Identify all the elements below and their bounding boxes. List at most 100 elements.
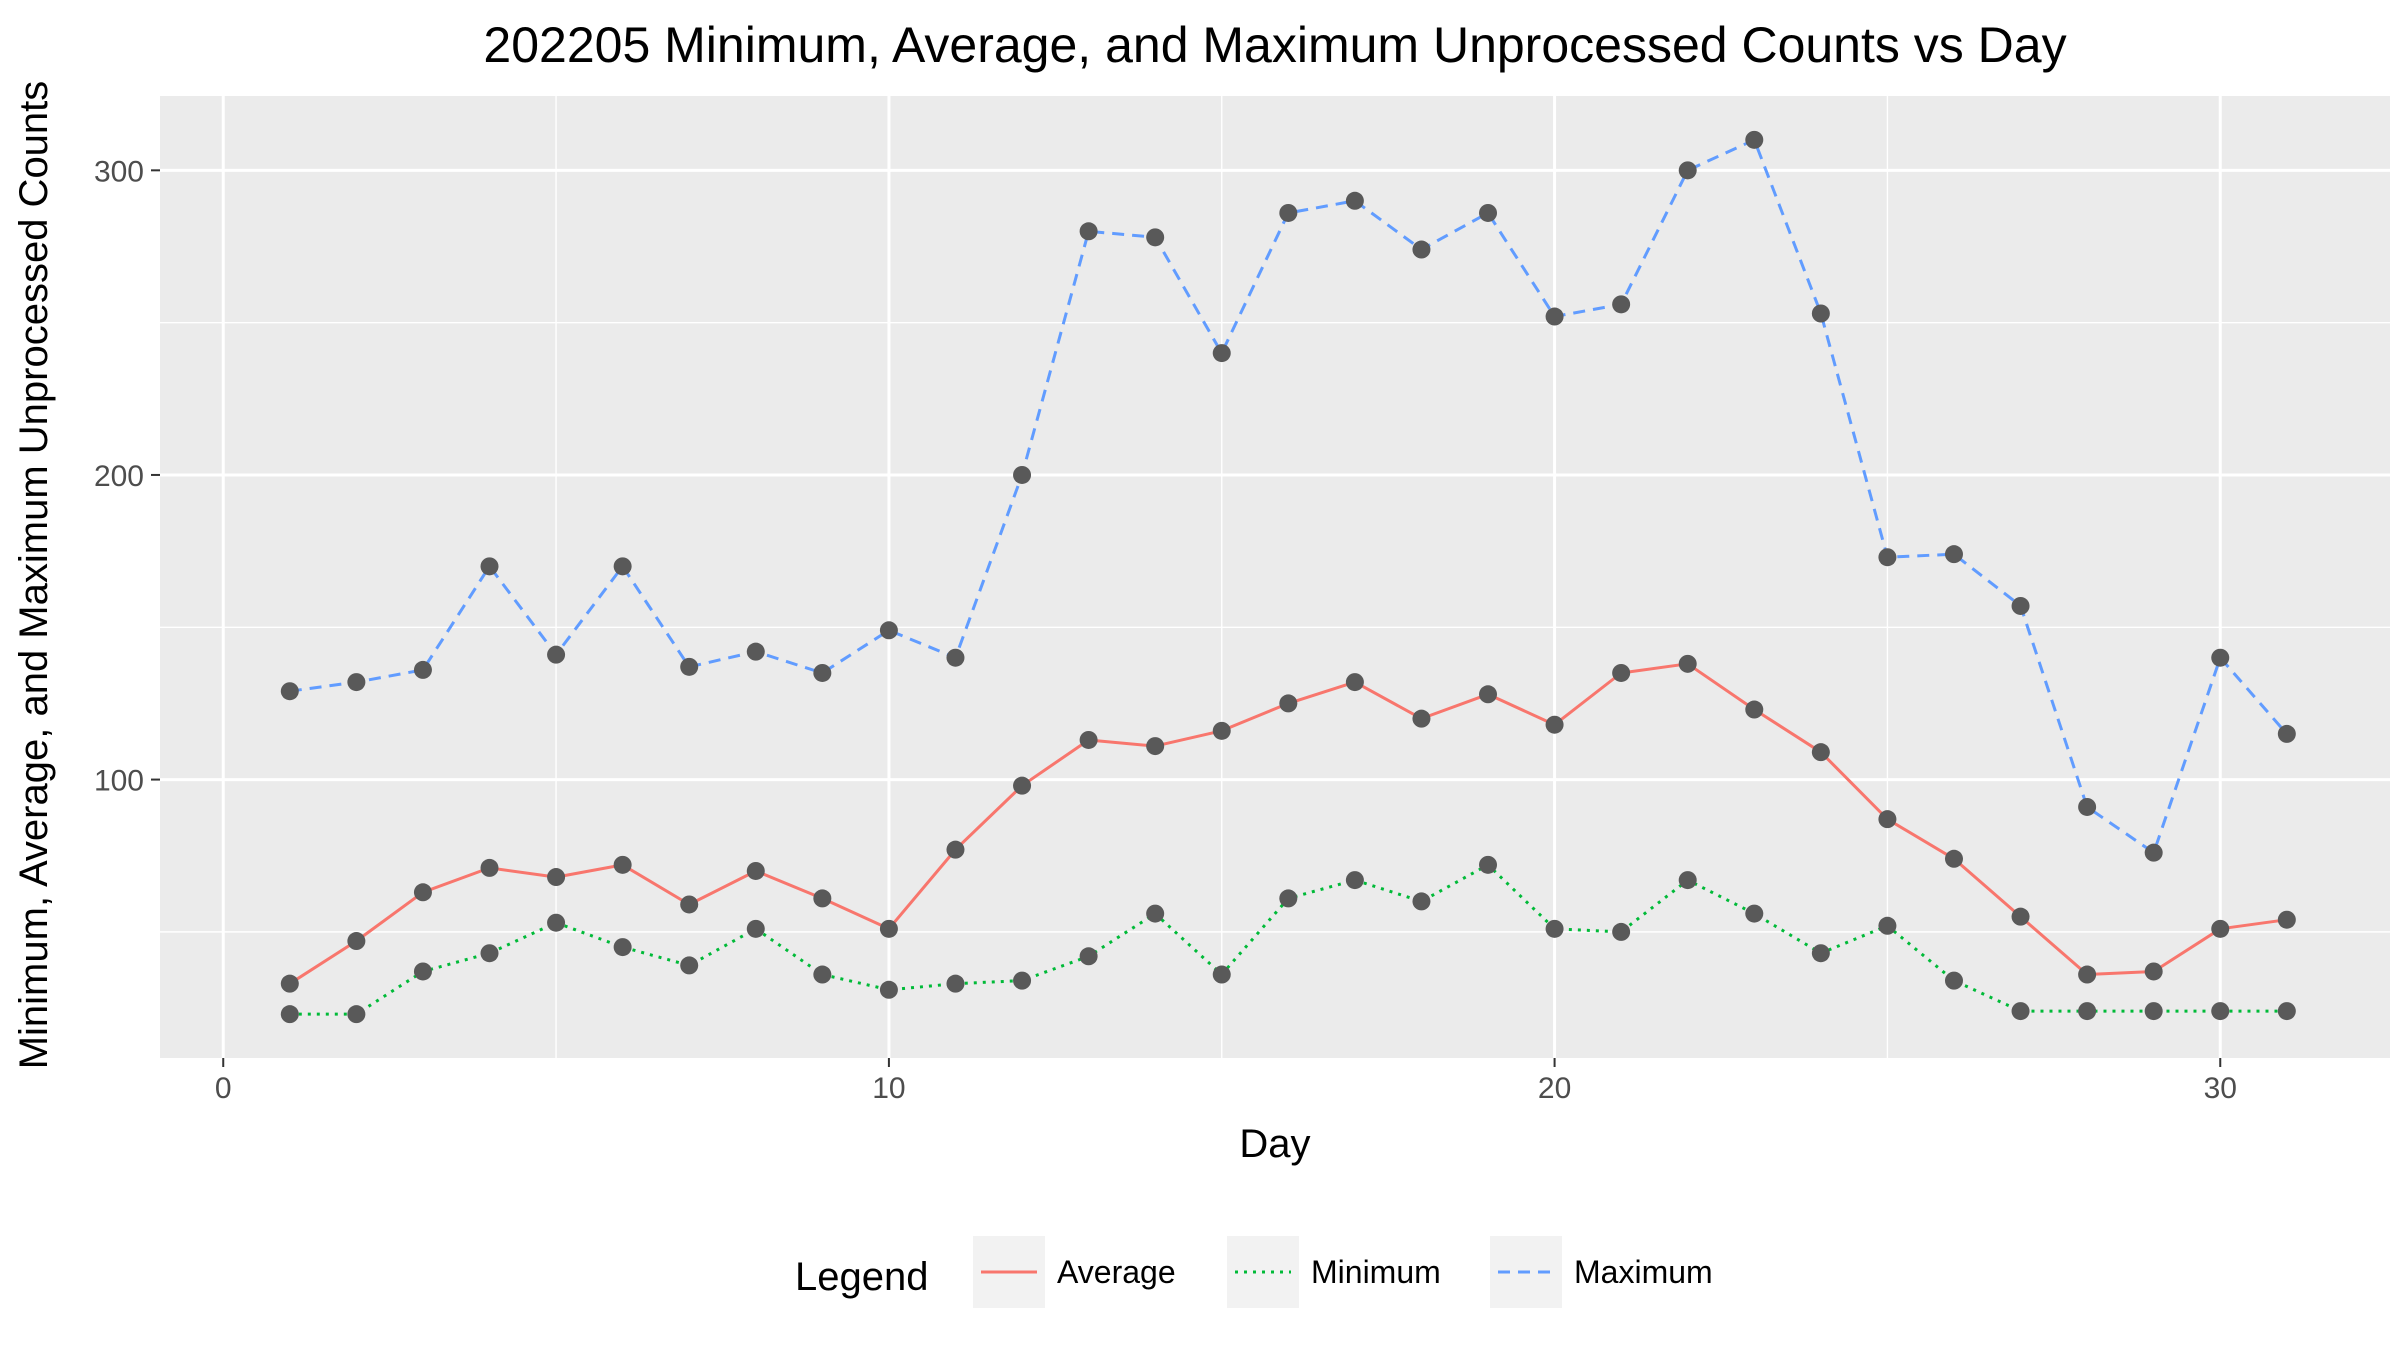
y-tick-label: 200 <box>94 460 144 493</box>
data-point-average <box>347 932 366 951</box>
data-point-minimum <box>1745 904 1764 923</box>
data-point-maximum <box>1811 304 1830 323</box>
data-point-average <box>1745 700 1764 719</box>
data-point-average <box>280 974 299 993</box>
data-point-average <box>547 868 566 887</box>
data-point-maximum <box>1345 191 1364 210</box>
data-point-minimum <box>813 965 832 984</box>
data-point-maximum <box>413 660 432 679</box>
data-point-minimum <box>946 974 965 993</box>
data-point-minimum <box>1345 871 1364 890</box>
data-point-minimum <box>1811 944 1830 963</box>
data-point-maximum <box>1479 203 1498 222</box>
data-point-maximum <box>1678 161 1697 180</box>
data-point-minimum <box>1079 947 1098 966</box>
data-point-minimum <box>1678 871 1697 890</box>
data-point-maximum <box>946 648 965 667</box>
major-gridlines <box>160 96 2390 1058</box>
y-tick-label: 300 <box>94 155 144 188</box>
data-point-average <box>2144 962 2163 981</box>
data-point-average <box>1079 730 1098 749</box>
legend: Legend Average Minimum Maximum <box>795 1236 1713 1308</box>
data-point-maximum <box>613 557 632 576</box>
data-point-maximum <box>547 645 566 664</box>
data-point-maximum <box>1545 307 1564 326</box>
legend-label-maximum: Maximum <box>1574 1254 1713 1290</box>
chart-title: 202205 Minimum, Average, and Maximum Unp… <box>483 17 2066 73</box>
data-point-average <box>746 861 765 880</box>
data-point-minimum <box>2078 1002 2097 1021</box>
y-tick-label: 100 <box>94 765 144 798</box>
data-point-minimum <box>2144 1002 2163 1021</box>
data-point-maximum <box>2277 724 2296 743</box>
data-point-average <box>1878 810 1897 829</box>
minor-gridlines <box>160 96 2390 1058</box>
data-point-maximum <box>280 682 299 701</box>
data-point-average <box>1013 776 1032 795</box>
x-axis-ticks: 0 10 20 30 <box>215 1058 2237 1105</box>
data-point-average <box>1545 715 1564 734</box>
data-point-average <box>1479 685 1498 704</box>
data-point-average <box>813 889 832 908</box>
data-point-average <box>613 855 632 874</box>
data-point-minimum <box>879 980 898 999</box>
data-point-maximum <box>480 557 499 576</box>
x-axis-title: Day <box>1239 1122 1310 1166</box>
y-axis-ticks: 100 200 300 <box>94 155 160 798</box>
data-point-average <box>1412 709 1431 728</box>
data-point-average <box>1811 743 1830 762</box>
data-point-minimum <box>480 944 499 963</box>
data-point-average <box>413 883 432 902</box>
data-point-maximum <box>813 663 832 682</box>
data-point-maximum <box>1079 222 1098 241</box>
data-point-average <box>680 895 699 914</box>
data-point-maximum <box>2211 648 2230 667</box>
data-point-average <box>1146 737 1165 756</box>
data-point-minimum <box>613 938 632 957</box>
data-point-minimum <box>1013 971 1032 990</box>
data-point-minimum <box>1944 971 1963 990</box>
data-point-maximum <box>347 673 366 692</box>
plot-panel <box>160 96 2390 1058</box>
data-points <box>280 130 2296 1024</box>
data-point-minimum <box>746 919 765 938</box>
data-point-average <box>1212 721 1231 740</box>
data-point-minimum <box>547 913 566 932</box>
data-point-minimum <box>2011 1002 2030 1021</box>
data-point-minimum <box>1612 922 1631 941</box>
data-point-maximum <box>1212 344 1231 363</box>
data-point-maximum <box>879 621 898 640</box>
data-point-maximum <box>1944 545 1963 564</box>
data-point-average <box>1678 654 1697 673</box>
data-point-minimum <box>1878 916 1897 935</box>
data-point-maximum <box>2011 596 2030 615</box>
data-point-maximum <box>2144 843 2163 862</box>
data-point-maximum <box>1279 203 1298 222</box>
y-axis-title: Minimum, Average, and Maximum Unprocesse… <box>12 81 56 1070</box>
data-point-maximum <box>1612 295 1631 314</box>
data-point-minimum <box>1412 892 1431 911</box>
data-point-maximum <box>680 657 699 676</box>
data-point-average <box>2011 907 2030 926</box>
x-tick-label: 10 <box>872 1072 905 1105</box>
legend-title: Legend <box>795 1255 928 1299</box>
data-point-maximum <box>2078 797 2097 816</box>
data-point-minimum <box>2211 1002 2230 1021</box>
data-point-maximum <box>1745 130 1764 149</box>
data-point-maximum <box>1878 548 1897 567</box>
data-point-average <box>2078 965 2097 984</box>
data-point-minimum <box>1479 855 1498 874</box>
x-tick-label: 30 <box>2204 1072 2237 1105</box>
data-point-average <box>1279 694 1298 713</box>
x-tick-label: 20 <box>1538 1072 1571 1105</box>
data-point-maximum <box>746 642 765 661</box>
data-point-minimum <box>1146 904 1165 923</box>
data-point-average <box>480 858 499 877</box>
data-point-average <box>2277 910 2296 929</box>
data-point-minimum <box>2277 1002 2296 1021</box>
legend-label-minimum: Minimum <box>1311 1254 1441 1290</box>
data-point-average <box>946 840 965 859</box>
data-point-maximum <box>1146 228 1165 247</box>
